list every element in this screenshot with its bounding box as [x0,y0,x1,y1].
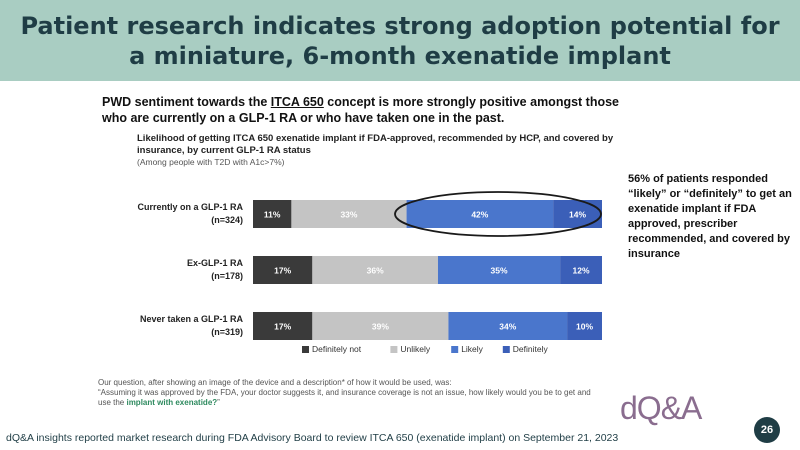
bar-segment [567,312,602,340]
dqa-logo: dQ&A [620,390,702,426]
page-number-badge: 26 [754,417,780,443]
bar-segment [560,256,602,284]
bar-segment [253,200,292,228]
footnote-line-2: “Assuming it was approved by the FDA, yo… [98,388,598,408]
bar-segment [312,256,438,284]
chart-title: Likelihood of getting ITCA 650 exenatide… [137,133,614,156]
legend-swatch [390,346,398,353]
data-label: 14% [569,210,586,220]
category-label: Currently on a GLP-1 RA [137,202,243,212]
subtitle-text-start: PWD sentiment towards the [102,95,271,109]
category-n-label: (n=178) [211,271,243,281]
subtitle-text-end: concept is more strongly positive amongs… [102,95,620,125]
bar-segment [312,312,449,340]
legend-swatch [302,346,309,353]
bar-segment [253,312,313,340]
bar-segment [253,256,313,284]
data-label: 33% [340,210,357,220]
data-label: 39% [372,322,389,332]
footnote: Our question, after showing an image of … [98,378,598,408]
footnote-end: ” [217,398,220,407]
highlight-ellipse [394,191,602,237]
legend-label: Likely [461,344,483,354]
category-label: Ex-GLP-1 RA [187,258,244,268]
legend-swatch [502,346,510,353]
data-label: 12% [573,266,590,276]
category-label: Never taken a GLP-1 RA [140,314,244,324]
legend-swatch [451,346,459,353]
category-n-label: (n=319) [211,327,243,337]
bar-segment [553,200,602,228]
slide-title: Patient research indicates strong adopti… [0,0,800,81]
legend-label: Unlikely [400,344,431,354]
subtitle-highlight: ITCA 650 [270,95,324,109]
data-label: 17% [274,266,291,276]
data-label: 11% [264,210,281,220]
bar-segment [406,200,554,228]
legend-label: Definitely not [312,344,362,354]
callout-text: 56% of patients responded “likely” or “d… [628,173,792,260]
bar-segment [448,312,568,340]
data-label: 35% [491,266,508,276]
legend-label: Definitely [513,344,549,354]
footnote-question: “Assuming it was approved by the FDA, yo… [98,388,591,407]
data-label: 34% [499,322,516,332]
footnote-line-1: Our question, after showing an image of … [98,378,452,387]
slide-subtitle: PWD sentiment towards the ITCA 650 conce… [102,94,622,126]
data-label: 36% [367,266,384,276]
chart-subtitle: (Among people with T2D with A1c>7%) [137,157,285,167]
title-line-2: a miniature, 6-month exenatide implant [129,41,671,70]
source-note: dQ&A insights reported market research d… [6,432,619,444]
data-label: 10% [576,322,593,332]
bar-segment [437,256,561,284]
category-n-label: (n=324) [211,215,243,225]
data-label: 42% [471,210,488,220]
footnote-emphasis: implant with exenatide? [126,398,218,407]
title-line-1: Patient research indicates strong adopti… [20,11,780,40]
data-label: 17% [274,322,291,332]
bar-segment [291,200,407,228]
